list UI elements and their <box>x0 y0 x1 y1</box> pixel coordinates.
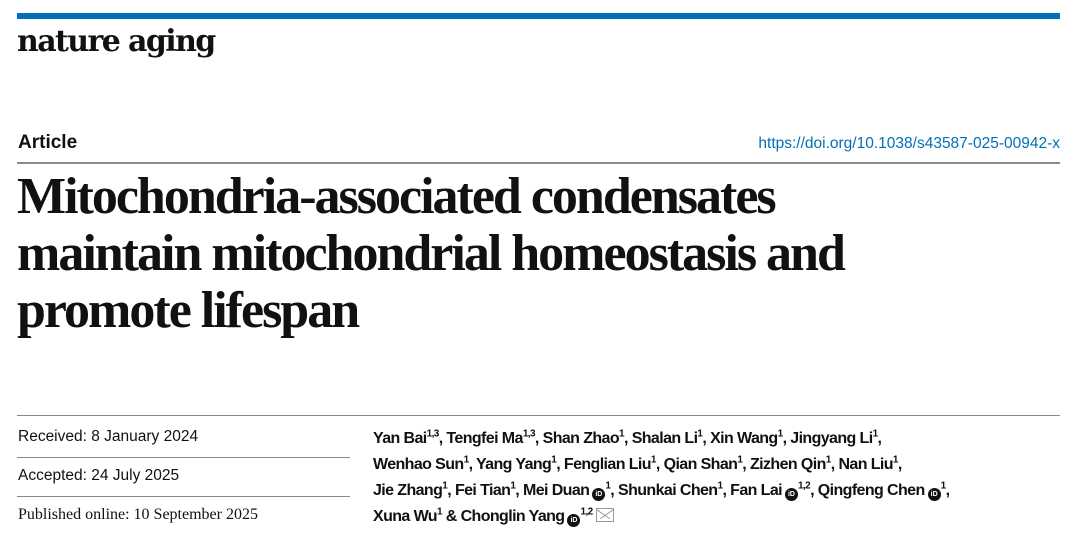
author[interactable]: Zizhen Qin1 <box>750 454 832 473</box>
article-title: Mitochondria-associated condensates main… <box>17 168 1057 339</box>
author[interactable]: Tengfei Ma1,3 <box>446 428 536 447</box>
doi-link[interactable]: https://doi.org/10.1038/s43587-025-00942… <box>758 135 1060 152</box>
author[interactable]: Yan Bai1,3 <box>373 428 440 447</box>
author[interactable]: Mei Duan iD1 <box>523 480 611 501</box>
affiliation-superscript: 1 <box>872 428 879 440</box>
author[interactable]: Shunkai Chen1 <box>618 480 723 499</box>
affiliation-superscript: 1,2 <box>797 480 811 492</box>
author-name: Fei Tian <box>454 482 511 499</box>
author[interactable]: Wenhao Sun1 <box>373 454 470 473</box>
author-name: Xuna Wu <box>373 508 438 525</box>
affiliation-superscript: 1 <box>717 480 723 492</box>
affiliation-superscript: 1 <box>463 454 470 466</box>
affiliation-superscript: 1 <box>551 454 557 466</box>
author-name: Zizhen Qin <box>750 456 826 473</box>
orcid-icon[interactable]: iD <box>927 488 941 501</box>
title-line: maintain mitochondrial homeostasis and <box>17 225 846 282</box>
author-line: Yan Bai1,3, Tengfei Ma1,3, Shan Zhao1, S… <box>373 428 882 447</box>
title-line: promote lifespan <box>17 282 360 339</box>
author[interactable]: Yang Yang1 <box>475 454 557 473</box>
affiliation-superscript: 1,3 <box>522 428 536 440</box>
author[interactable]: Nan Liu1 <box>838 454 899 473</box>
author[interactable]: Shalan Li1 <box>631 428 703 447</box>
author[interactable]: Fenglian Liu1 <box>563 454 657 473</box>
author-line: Wenhao Sun1, Yang Yang1, Fenglian Liu1, … <box>373 454 902 473</box>
affiliation-superscript: 1 <box>442 480 448 492</box>
received-date: Received: 8 January 2024 <box>18 428 199 445</box>
affiliation-superscript: 1,2 <box>580 506 593 518</box>
author[interactable]: Xuna Wu1 <box>373 506 443 525</box>
author-name: Nan Liu <box>838 456 893 473</box>
author-line: Xuna Wu1 & Chonglin Yang iD1,2 <box>373 504 949 530</box>
accepted-date: Accepted: 24 July 2025 <box>18 467 180 484</box>
author-name: Jie Zhang <box>373 482 443 499</box>
author-name: Shan Zhao <box>542 430 620 447</box>
author[interactable]: Fei Tian1 <box>454 480 516 499</box>
affiliation-superscript: 1 <box>737 454 743 466</box>
author[interactable]: Qian Shan1 <box>663 454 743 473</box>
author-name: Yang Yang <box>475 456 552 473</box>
affiliation-superscript: 1 <box>605 480 611 492</box>
author-name: Shunkai Chen <box>618 482 718 499</box>
author[interactable]: Chonglin Yang iD1,2 <box>460 506 614 527</box>
author-list: Yan Bai1,3, Tengfei Ma1,3, Shan Zhao1, S… <box>373 426 950 530</box>
email-icon[interactable] <box>595 508 614 522</box>
author-name: Jingyang Li <box>790 430 873 447</box>
author-name: Qian Shan <box>663 456 738 473</box>
author-name: Yan Bai <box>373 430 427 447</box>
affiliation-superscript: 1 <box>777 428 784 440</box>
affiliation-superscript: 1 <box>510 480 516 492</box>
divider <box>17 415 1060 416</box>
affiliation-superscript: 1,3 <box>426 428 440 440</box>
author-name: Xin Wang <box>710 430 778 447</box>
author-name: Shalan Li <box>631 430 698 447</box>
author-name: Qingfeng Chen <box>817 482 925 499</box>
title-line: Mitochondria-associated condensates <box>17 168 777 225</box>
author-name: Tengfei Ma <box>446 430 523 447</box>
affiliation-superscript: 1 <box>650 454 657 466</box>
author-name: Mei Duan <box>523 482 590 499</box>
affiliation-superscript: 1 <box>940 480 947 492</box>
author[interactable]: Qingfeng Chen iD1 <box>817 480 947 501</box>
author-name: Fan Lai <box>730 482 782 499</box>
author[interactable]: Shan Zhao1 <box>542 428 625 447</box>
affiliation-superscript: 1 <box>825 454 832 466</box>
author[interactable]: Xin Wang1 <box>710 428 784 447</box>
divider <box>17 457 350 458</box>
author[interactable]: Jie Zhang1 <box>373 480 448 499</box>
divider <box>17 496 350 497</box>
orcid-icon[interactable]: iD <box>784 488 798 501</box>
published-date: Published online: 10 September 2025 <box>18 506 258 523</box>
affiliation-superscript: 1 <box>697 428 703 440</box>
affiliation-superscript: 1 <box>619 428 625 440</box>
journal-top-bar <box>17 13 1060 19</box>
orcid-icon[interactable]: iD <box>567 514 581 527</box>
author[interactable]: Jingyang Li1 <box>790 428 879 447</box>
affiliation-superscript: 1 <box>436 506 443 518</box>
article-type: Article <box>18 132 78 153</box>
affiliation-superscript: 1 <box>892 454 899 466</box>
author[interactable]: Fan Lai iD1,2 <box>730 480 811 501</box>
orcid-icon[interactable]: iD <box>592 488 606 501</box>
author-name: Wenhao Sun <box>373 456 464 473</box>
author-line: Jie Zhang1, Fei Tian1, Mei Duan iD1, Shun… <box>373 480 950 501</box>
author-name: Fenglian Liu <box>563 456 652 473</box>
journal-logo[interactable]: nature aging <box>17 24 216 59</box>
author-name: Chonglin Yang <box>460 508 566 525</box>
divider <box>17 162 1060 164</box>
